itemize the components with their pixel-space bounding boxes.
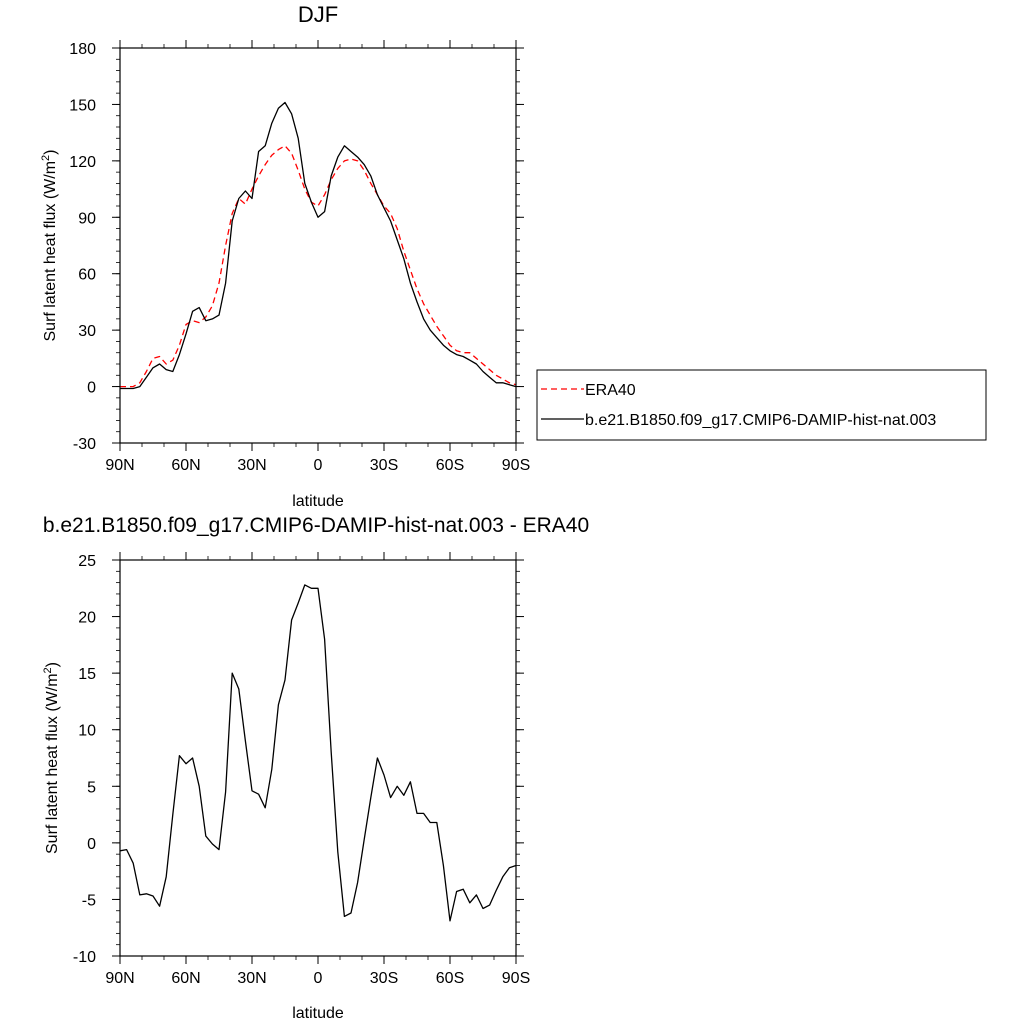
y-tick-label: -30 — [73, 436, 96, 453]
x-tick-label: 90S — [502, 970, 530, 987]
y-tick-label: 120 — [69, 154, 96, 171]
chart-title: b.e21.B1850.f09_g17.CMIP6-DAMIP-hist-nat… — [43, 514, 589, 537]
series-line-difference — [119, 584, 517, 922]
y-tick-label: 90 — [78, 210, 96, 227]
y-tick-label: 0 — [87, 380, 96, 397]
y-axis-label: Surf latent heat flux (W/m2) — [40, 150, 59, 342]
series-line-era40 — [120, 145, 517, 388]
y-tick-label: 10 — [78, 723, 96, 740]
series-line-b-e21-b1850-f09-g17-cmip6-damip-hist-nat-003 — [120, 101, 517, 390]
legend-entry: b.e21.B1850.f09_g17.CMIP6-DAMIP-hist-nat… — [585, 412, 936, 429]
chart-panel-2: b.e21.B1850.f09_g17.CMIP6-DAMIP-hist-nat… — [42, 514, 589, 1022]
y-tick-label: 30 — [78, 323, 96, 340]
legend-entry: ERA40 — [585, 382, 636, 399]
x-tick-label: 60N — [171, 970, 200, 987]
x-tick-label: 60S — [436, 970, 464, 987]
legend-box — [536, 369, 987, 441]
x-tick-label: 0 — [314, 457, 323, 474]
chart-title: DJF — [298, 2, 338, 27]
x-tick-label: 30N — [237, 457, 266, 474]
legend: ERA40 b.e21.B1850.f09_g17.CMIP6-DAMIP-his… — [536, 369, 987, 441]
y-tick-label: 25 — [78, 553, 96, 570]
y-tick-label: 150 — [69, 97, 96, 114]
x-tick-label: 60S — [436, 457, 464, 474]
y-tick-label: 20 — [78, 610, 96, 627]
y-tick-label: 15 — [78, 666, 96, 683]
x-tick-label: 30S — [370, 970, 398, 987]
x-axis-label: latitude — [292, 1005, 344, 1022]
x-tick-label: 60N — [171, 457, 200, 474]
x-tick-label: 90N — [105, 457, 134, 474]
x-tick-label: 30S — [370, 457, 398, 474]
y-tick-label: -5 — [82, 892, 96, 909]
plot-frame — [119, 47, 517, 444]
x-tick-label: 90N — [105, 970, 134, 987]
chart-panel-1: DJF 90N 60N 30N 0 30S 60S 90S -30 0 30 60 90 120 150 18… — [40, 2, 987, 510]
y-tick-label: 180 — [69, 41, 96, 58]
y-tick-label: -10 — [73, 949, 96, 966]
x-tick-label: 30N — [237, 970, 266, 987]
y-tick-label: 60 — [78, 267, 96, 284]
y-tick-label: 5 — [87, 779, 96, 796]
x-axis-label: latitude — [292, 493, 344, 510]
x-tick-label: 0 — [314, 970, 323, 987]
x-tick-label: 90S — [502, 457, 530, 474]
y-axis-label: Surf latent heat flux (W/m2) — [42, 662, 61, 854]
y-tick-label: 0 — [87, 836, 96, 853]
